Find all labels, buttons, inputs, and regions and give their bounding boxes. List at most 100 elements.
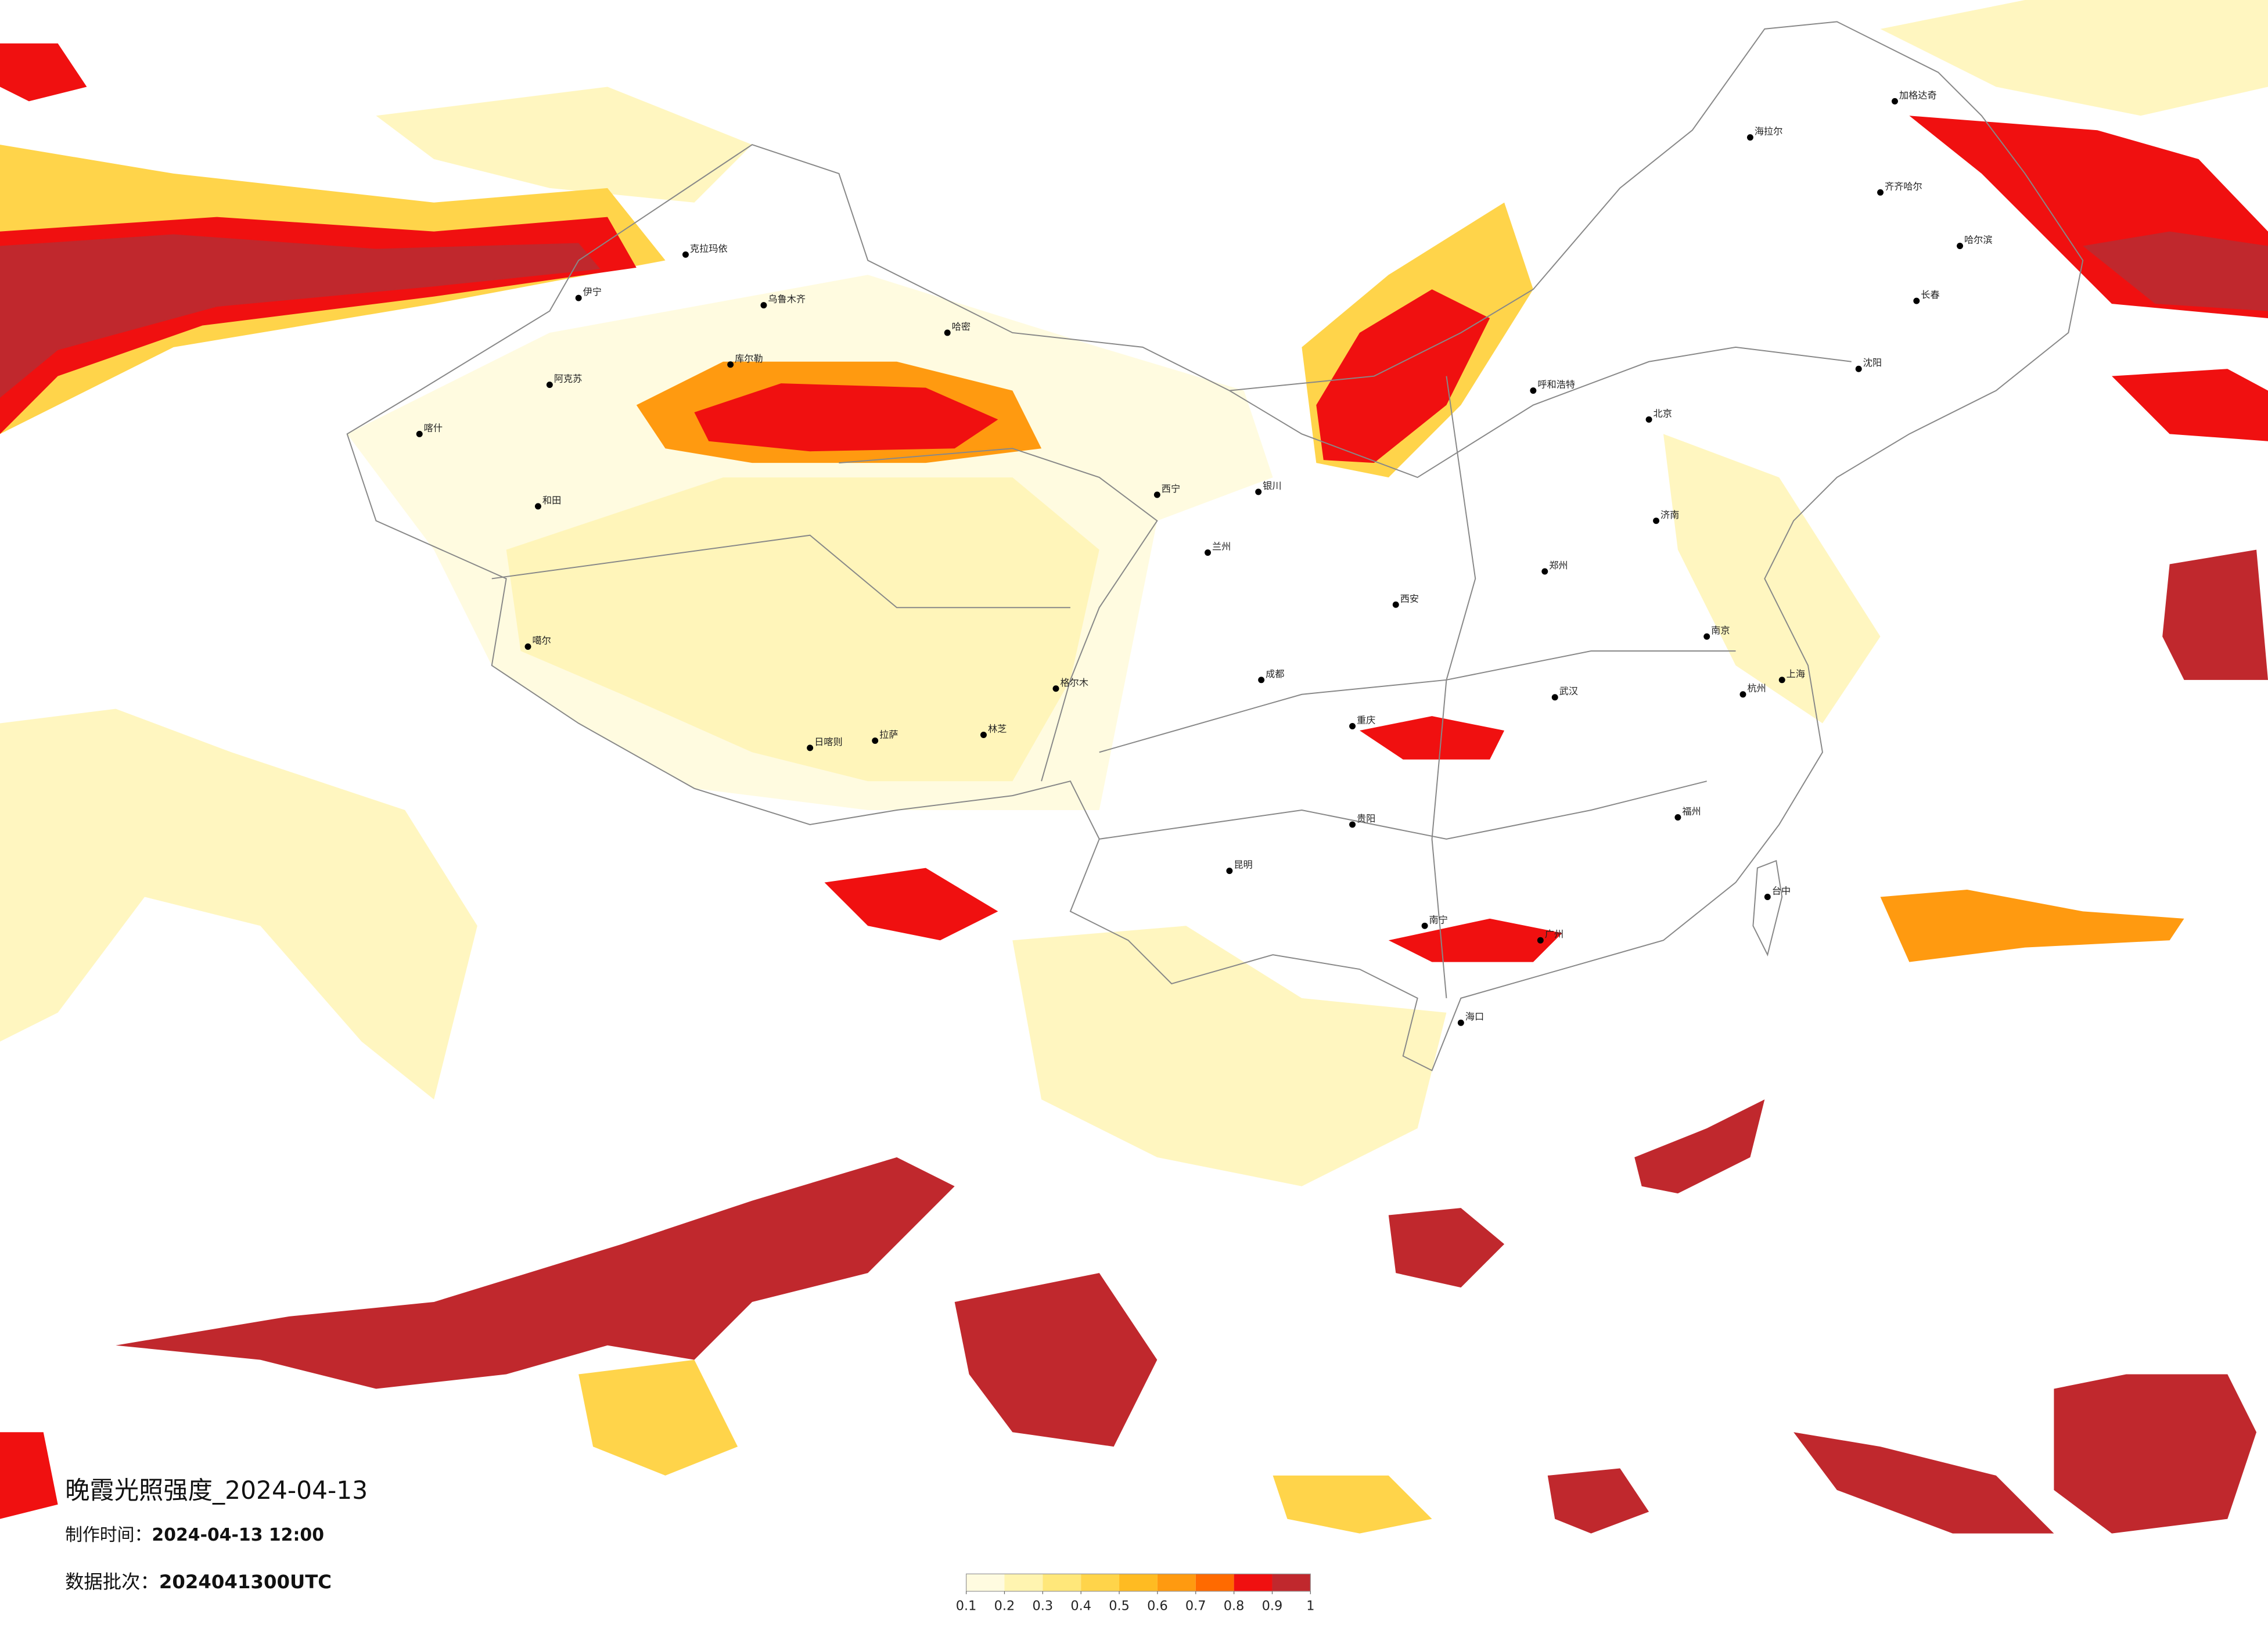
city-label: 加格达奇: [1899, 89, 1937, 100]
city-label: 福州: [1682, 805, 1701, 816]
city-label: 重庆: [1357, 715, 1375, 726]
city-dot: [1153, 491, 1160, 498]
city-label: 武汉: [1559, 686, 1578, 697]
map-title: 晚霞光照强度_2024-04-13: [65, 1476, 368, 1505]
colorbar-segment: [1195, 1574, 1234, 1592]
mid-intensity-area: [578, 1359, 738, 1476]
province-border: [1229, 346, 1852, 479]
max-intensity-area: [0, 234, 601, 398]
city-label: 长春: [1921, 289, 1939, 300]
colorbar-segment: [1157, 1574, 1196, 1592]
city-dot: [1957, 243, 1964, 249]
city-dot: [980, 732, 987, 738]
country-border: [346, 21, 2084, 1071]
province-border: [491, 534, 1070, 609]
city-dot: [416, 430, 423, 437]
city-label: 北京: [1654, 408, 1672, 419]
city-dot: [1877, 189, 1884, 196]
colorbar-segment: [1081, 1574, 1120, 1592]
high-intensity-area: [2112, 369, 2268, 441]
max-intensity-area: [1547, 1468, 1649, 1534]
city-label: 贵阳: [1357, 813, 1375, 824]
colorbar-tick-label: 0.6: [1147, 1599, 1168, 1614]
city-label: 上海: [1787, 668, 1805, 679]
city-dot: [1746, 134, 1753, 141]
city-dot: [807, 744, 814, 751]
made-label: 制作时间：: [65, 1525, 152, 1545]
city-dot: [1226, 868, 1233, 875]
city-dot: [1541, 568, 1548, 575]
colorbar-frame: [965, 1573, 1311, 1592]
city-label: 海拉尔: [1755, 126, 1783, 137]
city-label: 海口: [1465, 1011, 1484, 1022]
city-label: 呼和浩特: [1537, 379, 1575, 390]
high-intensity-area: [1360, 716, 1505, 760]
city-label: 郑州: [1549, 560, 1568, 571]
city-dot: [1349, 723, 1356, 730]
city-label: 杭州: [1747, 683, 1766, 694]
city-dot: [1891, 98, 1898, 105]
low-intensity-area: [1663, 434, 1881, 724]
colorbar-segment: [1043, 1574, 1081, 1592]
batch-value: 2024041300UTC: [159, 1571, 332, 1593]
low-intensity-area: [376, 87, 753, 203]
max-intensity-area: [2162, 549, 2268, 680]
city-dot: [534, 503, 541, 510]
city-label: 乌鲁木齐: [768, 294, 806, 305]
max-intensity-area: [1634, 1099, 1765, 1194]
batch: 数据批次：2024041300UTC: [65, 1571, 332, 1593]
city-label: 南宁: [1429, 914, 1448, 925]
low-intensity-area: [506, 477, 1099, 782]
colorbar-tick-label: 0.8: [1224, 1599, 1245, 1614]
city-label: 阿克苏: [554, 373, 583, 384]
city-dot: [1764, 894, 1771, 900]
mid-intensity-area: [1273, 1475, 1432, 1534]
colorbar-segment: [1119, 1574, 1158, 1592]
colorbar-tick-label: 0.4: [1070, 1599, 1091, 1614]
high-intensity-area: [824, 868, 998, 941]
city-label: 西安: [1400, 593, 1419, 604]
high-intensity-area: [1388, 918, 1562, 962]
max-intensity-area: [2083, 231, 2268, 311]
high-intensity-area: [0, 43, 87, 102]
made-value: 2024-04-13 12:00: [152, 1525, 324, 1545]
city-dot: [682, 251, 689, 258]
province-border: [839, 448, 1158, 782]
city-label: 济南: [1660, 509, 1679, 520]
city-dot: [1551, 694, 1558, 701]
colorbar-tick-label: 0.7: [1185, 1599, 1206, 1614]
max-intensity-area: [2054, 1374, 2257, 1534]
city-dot: [1674, 814, 1681, 821]
city-label: 拉萨: [879, 729, 898, 740]
colorbar-tick-label: 0.1: [956, 1599, 977, 1614]
city-label: 日喀则: [814, 736, 843, 747]
city-label: 林芝: [988, 723, 1007, 734]
city-label: 成都: [1266, 668, 1284, 679]
city-label: 南京: [1711, 625, 1730, 636]
city-label: 噶尔: [532, 635, 551, 646]
city-dot: [1205, 549, 1211, 556]
city-dot: [1703, 633, 1710, 640]
high-intensity-area: [1316, 289, 1490, 463]
city-dot: [1537, 937, 1544, 944]
low-intensity-area: [1880, 0, 2268, 116]
city-dot: [1392, 601, 1399, 608]
max-intensity-area: [116, 1157, 955, 1389]
city-dot: [1349, 821, 1356, 828]
high-intensity-area: [0, 1432, 58, 1519]
intensity-field: [0, 0, 2268, 1534]
colorbar-tick-label: 0.5: [1109, 1599, 1130, 1614]
city-dot: [1739, 691, 1746, 698]
province-border: [1431, 376, 1476, 998]
city-label: 哈密: [952, 321, 971, 332]
colorbar-segment: [1272, 1574, 1311, 1592]
low-intensity-area: [1012, 926, 1447, 1186]
province-border: [1099, 780, 1707, 840]
city-dot: [1421, 922, 1428, 929]
city-label: 克拉玛依: [690, 243, 728, 254]
colorbar-tick-label: 0.2: [994, 1599, 1015, 1614]
city-dot: [944, 329, 951, 336]
